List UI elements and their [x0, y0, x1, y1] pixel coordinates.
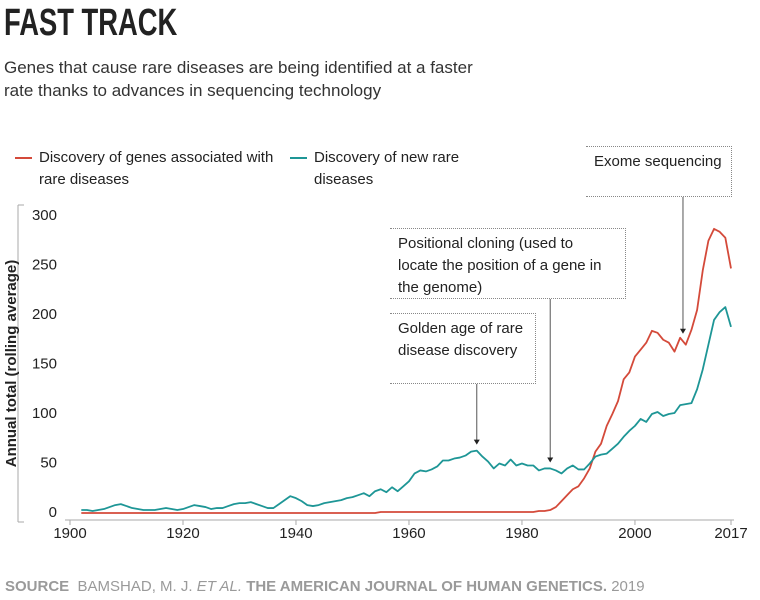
source-authors: BAMSHAD, M. J.	[77, 578, 193, 595]
y-tick-label: 200	[32, 306, 57, 323]
source-journal: THE AMERICAN JOURNAL OF HUMAN GENETICS.	[246, 578, 608, 595]
annotation-arrowhead	[473, 439, 480, 445]
annotation: Positional cloning (used to locate the p…	[390, 228, 626, 299]
source-year: 2019	[611, 578, 645, 595]
x-tick-label: 1920	[166, 525, 199, 542]
series-line	[81, 306, 732, 512]
x-tick-label: 1960	[392, 525, 425, 542]
legend-label: Discovery of genes associated with rare …	[39, 149, 274, 188]
y-tick-label: 250	[32, 256, 57, 273]
annotation: Exome sequencing	[586, 146, 732, 197]
legend-swatch	[290, 157, 307, 159]
x-tick-label: 2017	[714, 525, 747, 542]
y-tick-label: 50	[40, 454, 57, 471]
annotation-arrowhead	[679, 328, 686, 334]
y-tick-label: 100	[32, 405, 57, 422]
annotation-arrowhead	[547, 457, 554, 463]
x-tick-label: 1940	[279, 525, 312, 542]
x-tick-label: 2000	[618, 525, 651, 542]
x-tick-label: 1980	[505, 525, 538, 542]
source: SOURCE BAMSHAD, M. J. ET AL. THE AMERICA…	[5, 578, 645, 595]
y-axis-label: Annual total (rolling average)	[3, 260, 20, 468]
source-etal: ET AL.	[196, 578, 243, 595]
y-tick-label: 150	[32, 355, 57, 372]
y-tick-label: 0	[49, 504, 57, 521]
legend-item: Discovery of new rare diseases	[290, 147, 460, 191]
y-tick-label: 300	[32, 207, 57, 224]
source-label: SOURCE	[5, 578, 70, 595]
subtitle: Genes that cause rare diseases are being…	[4, 58, 473, 100]
legend-label: Discovery of new rare diseases	[314, 149, 460, 188]
x-tick-label: 1900	[53, 525, 86, 542]
legend-item: Discovery of genes associated with rare …	[15, 147, 275, 191]
chart-title: FAST TRACK	[4, 2, 178, 44]
legend-swatch	[15, 157, 32, 159]
series-line	[81, 227, 732, 514]
annotation: Golden age of rare disease discovery	[390, 313, 536, 384]
